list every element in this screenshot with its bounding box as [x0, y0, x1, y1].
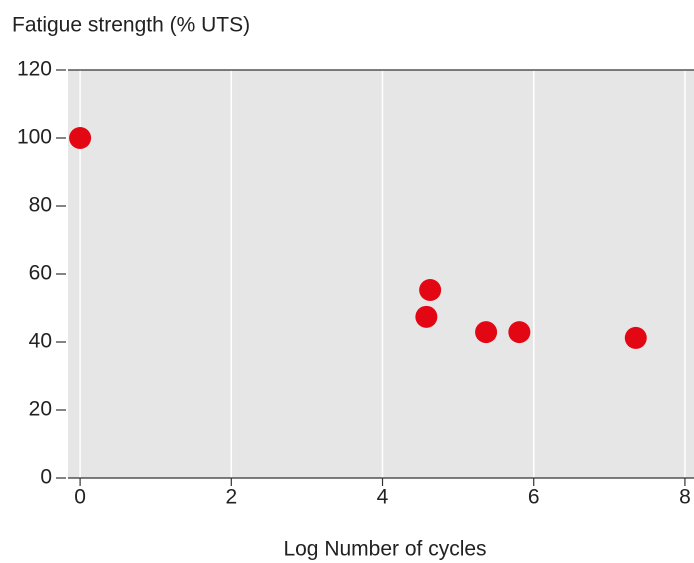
point — [508, 321, 531, 344]
point — [419, 278, 442, 301]
y-tick-label: 0 — [40, 466, 52, 489]
point — [69, 127, 92, 149]
x-tick-label: 4 — [377, 486, 389, 509]
y-tick-label: 100 — [17, 126, 52, 149]
y-axis-title: Fatigue strength (% UTS) — [12, 14, 250, 37]
point — [415, 305, 438, 328]
x-tick-label: 8 — [679, 486, 691, 509]
x-tick-label: 6 — [528, 486, 540, 509]
y-tick-label: 120 — [17, 58, 52, 81]
y-tick-label: 20 — [29, 398, 52, 421]
y-tick-label: 40 — [29, 330, 52, 353]
x-axis-title: Log Number of cycles — [283, 538, 486, 561]
plot-area — [68, 70, 694, 478]
y-tick-label: 80 — [29, 194, 52, 217]
point — [475, 321, 498, 344]
x-tick-label: 0 — [74, 486, 86, 509]
y-tick-label: 60 — [29, 262, 52, 285]
x-tick-label: 2 — [225, 486, 237, 509]
point — [624, 326, 647, 349]
